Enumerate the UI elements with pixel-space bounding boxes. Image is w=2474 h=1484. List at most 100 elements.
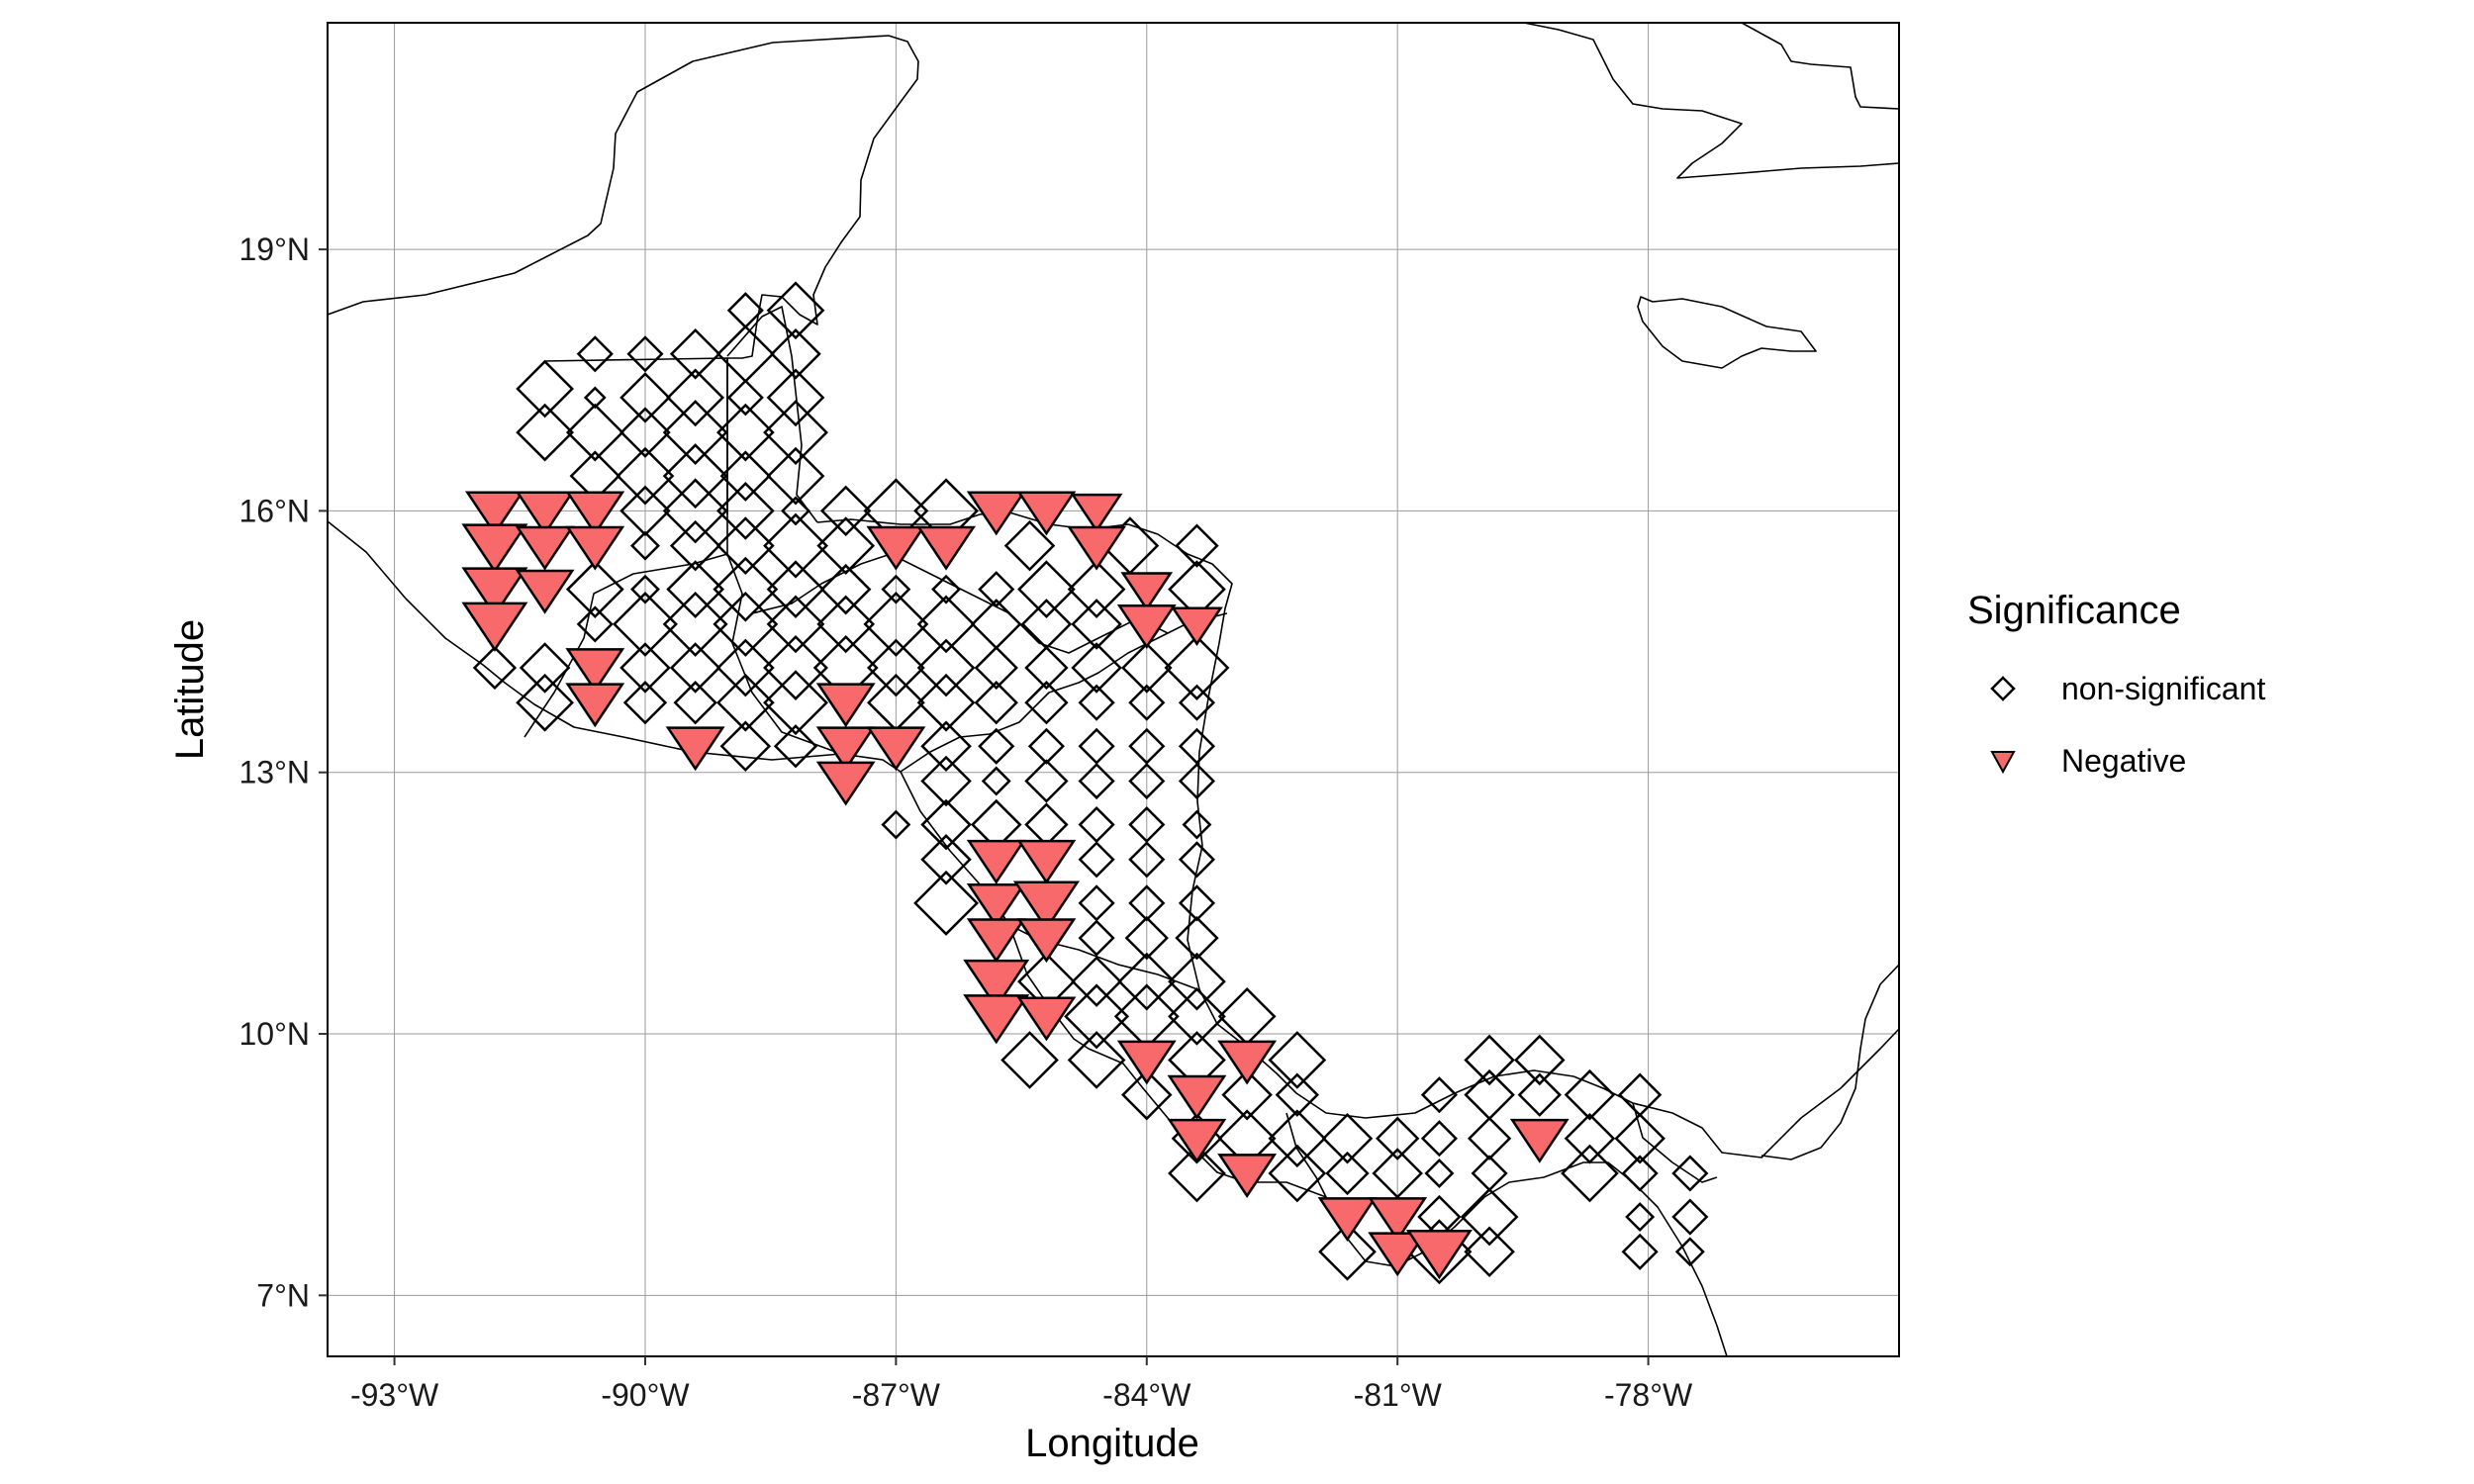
- diamond-marker-non-significant: [516, 403, 574, 462]
- triangle-marker-negative: [461, 602, 528, 652]
- diamond-marker-non-significant: [630, 574, 660, 604]
- triangle-marker-negative: [866, 726, 926, 772]
- border-guatemala-honduras: [726, 553, 842, 755]
- triangle-marker-negative: [565, 648, 625, 693]
- triangle-marker-negative: [1405, 1229, 1473, 1280]
- diamond-marker-non-significant: [1078, 841, 1115, 879]
- diamond-marker-non-significant: [916, 638, 976, 697]
- diamond-marker-non-significant: [662, 400, 728, 466]
- border-honduras-nicaragua: [900, 632, 1169, 773]
- diamond-marker-non-significant: [715, 482, 775, 540]
- triangle-marker-negative: [515, 525, 575, 571]
- diamond-marker-non-significant: [666, 560, 725, 619]
- diamond-marker-non-significant: [726, 379, 764, 417]
- diamond-marker-non-significant: [622, 681, 668, 725]
- diamond-marker-non-significant: [1121, 1068, 1173, 1121]
- diamond-marker-non-significant: [619, 642, 671, 694]
- diamond-marker-non-significant: [763, 635, 828, 700]
- triangle-marker-negative: [1368, 1197, 1428, 1243]
- diamond-marker-non-significant: [978, 727, 1015, 765]
- diamond-marker-non-significant: [766, 595, 825, 654]
- diamond-marker-non-significant: [1064, 983, 1130, 1050]
- y-axis: 7°N 10°N 13°N 16°N 19°N: [239, 232, 328, 1313]
- diamond-marker-non-significant: [863, 591, 929, 657]
- diamond-marker-non-significant: [881, 574, 911, 604]
- triangle-marker-negative: [1116, 604, 1177, 649]
- triangle-marker-negative: [966, 491, 1026, 536]
- diamond-marker-non-significant: [1178, 841, 1216, 879]
- diamond-marker-non-significant: [1318, 1222, 1377, 1281]
- diamond-marker-non-significant: [669, 328, 721, 380]
- diamond-marker-non-significant: [974, 645, 1018, 691]
- y-tick-label: 13°N: [239, 755, 311, 790]
- triangle-marker-negative: [963, 994, 1030, 1045]
- diamond-marker-non-significant: [1561, 1144, 1619, 1203]
- diamond-marker-non-significant: [1067, 1031, 1126, 1089]
- diamond-marker-non-significant: [673, 681, 717, 725]
- diamond-marker-non-significant: [1121, 642, 1173, 694]
- diamond-marker-non-significant: [1424, 1159, 1455, 1188]
- triangle-marker-negative: [565, 491, 625, 536]
- diamond-marker-non-significant: [1376, 1116, 1420, 1160]
- plot-background: [328, 23, 1899, 1356]
- diamond-marker-non-significant: [719, 450, 772, 502]
- diamond-marker-non-significant: [1124, 915, 1169, 961]
- diamond-marker-non-significant: [1268, 1144, 1327, 1203]
- y-axis-title: Latitude: [168, 619, 212, 760]
- triangle-marker-negative: [966, 918, 1026, 964]
- triangle-marker-negative: [565, 683, 625, 728]
- diamond-marker-non-significant: [1464, 1226, 1515, 1278]
- diamond-marker-non-significant: [583, 386, 607, 410]
- plot-border: [327, 22, 1900, 1357]
- diamond-marker-non-significant: [719, 720, 772, 773]
- diamond-marker-non-significant: [1671, 1198, 1709, 1236]
- grid-lines: [328, 23, 1899, 1356]
- triangle-marker-negative: [465, 491, 524, 536]
- diamond-marker-non-significant: [816, 516, 876, 575]
- triangle-marker-negative: [1317, 1197, 1378, 1243]
- diamond-marker-non-significant: [974, 681, 1018, 725]
- diamond-marker-non-significant: [1168, 1144, 1226, 1203]
- diamond-marker-non-significant: [472, 645, 518, 691]
- triangle-marker-negative: [565, 525, 625, 571]
- diamond-marker-non-significant: [1067, 560, 1126, 619]
- diamond-marker-non-significant: [1564, 1068, 1616, 1121]
- triangle-marker-negative: [916, 525, 976, 571]
- diamond-marker-non-significant: [1464, 1034, 1515, 1086]
- triangle-marker-negative: [1217, 1040, 1278, 1085]
- diamond-marker-non-significant: [763, 400, 828, 466]
- legend-label-non-significant: non-significant: [2061, 671, 2265, 706]
- diamond-marker-non-significant: [565, 403, 624, 462]
- diamond-marker-non-significant: [766, 446, 825, 506]
- triangle-marker-negative: [1016, 839, 1077, 884]
- triangle-marker-negative: [1167, 1118, 1227, 1163]
- diamond-marker-non-significant: [816, 595, 876, 654]
- diamond-marker-non-significant: [1024, 759, 1069, 803]
- x-tick-label: -90°W: [601, 1377, 690, 1413]
- diamond-marker-non-significant: [669, 519, 721, 572]
- diamond-marker-non-significant: [766, 560, 825, 619]
- coastline-jamaica: [1637, 296, 1817, 369]
- coastline-colombia: [1760, 964, 1899, 1160]
- diamond-marker-non-significant: [662, 478, 728, 544]
- triangle-marker-negative: [515, 569, 575, 614]
- diamond-marker-non-significant: [1071, 956, 1122, 1007]
- x-tick-label: -78°W: [1604, 1377, 1693, 1413]
- diamond-marker-non-significant: [867, 638, 925, 697]
- diamond-marker-non-significant: [1178, 884, 1216, 922]
- border-belize: [726, 306, 818, 523]
- triangle-marker-negative: [515, 491, 575, 536]
- y-tick-label: 16°N: [239, 493, 311, 528]
- diamond-marker-non-significant: [1321, 1112, 1374, 1164]
- legend-diamond-icon: [1990, 676, 2016, 701]
- diamond-marker-non-significant: [770, 328, 821, 380]
- diamond-marker-non-significant: [1467, 1116, 1512, 1160]
- diamond-marker-non-significant: [931, 574, 962, 604]
- border-panama-colombia: [1632, 1102, 1718, 1183]
- diamond-marker-non-significant: [1078, 762, 1115, 800]
- diamond-marker-non-significant: [920, 720, 972, 773]
- diamond-marker-non-significant: [1071, 599, 1122, 650]
- diamond-marker-non-significant: [715, 403, 775, 462]
- diamond-marker-non-significant: [662, 443, 728, 510]
- diamond-marker-non-significant: [1078, 919, 1115, 957]
